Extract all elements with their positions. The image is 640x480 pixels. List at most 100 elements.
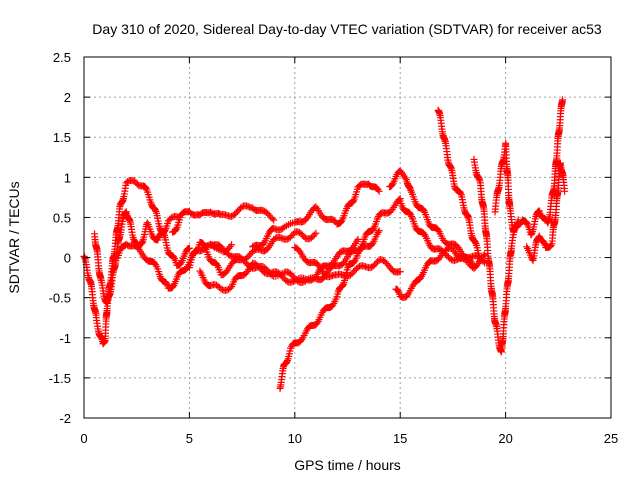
y-tick-label: 1.5 [53, 130, 71, 145]
series-arc-b [91, 208, 183, 307]
data-point [465, 260, 473, 268]
plot-frame [83, 56, 612, 419]
data-point [446, 255, 454, 263]
data-point [244, 203, 252, 211]
data-point [231, 210, 239, 218]
y-tick-label: -1 [59, 331, 71, 346]
data-points [80, 96, 569, 392]
data-point [381, 258, 389, 266]
x-tick-label: 5 [186, 431, 193, 446]
y-tick-label: 2 [64, 90, 71, 105]
x-tick-label: 10 [288, 431, 302, 446]
series-arc-l [392, 244, 478, 301]
data-point [286, 270, 294, 278]
data-point [222, 248, 230, 256]
data-point [354, 235, 362, 243]
data-point [170, 253, 178, 261]
data-point [384, 261, 392, 269]
data-point [261, 264, 269, 272]
data-point [214, 282, 222, 290]
series-arc-n [434, 106, 484, 264]
series-arc-m [396, 197, 489, 272]
data-point [407, 187, 415, 195]
data-point [228, 241, 236, 249]
data-point [523, 243, 531, 251]
data-point [294, 277, 302, 285]
data-point [288, 271, 296, 279]
data-point [270, 216, 278, 224]
data-point [443, 245, 451, 253]
data-point [244, 253, 252, 261]
data-point [453, 242, 461, 250]
data-point [434, 226, 442, 234]
data-point [283, 358, 291, 366]
data-point [561, 187, 569, 195]
data-point [351, 266, 359, 274]
x-tick-label: 25 [604, 431, 618, 446]
y-tick-label: 0.5 [53, 210, 71, 225]
data-point [271, 234, 279, 242]
x-tick-label: 20 [498, 431, 512, 446]
data-point [374, 228, 382, 236]
data-point [471, 238, 479, 246]
x-tick-label: 15 [393, 431, 407, 446]
x-tick-label: 0 [80, 431, 87, 446]
data-point [547, 241, 555, 249]
data-point [371, 261, 379, 269]
x-axis-label: GPS time / hours [294, 457, 401, 473]
data-point [394, 287, 402, 295]
data-point [313, 319, 321, 327]
data-point [259, 240, 267, 248]
data-point [172, 226, 180, 234]
y-tick-label: -0.5 [49, 291, 71, 306]
data-point [161, 227, 169, 235]
data-point [396, 268, 404, 276]
data-point [369, 262, 377, 270]
series-arc-a [80, 176, 193, 348]
data-point [559, 96, 567, 104]
data-point [243, 260, 251, 268]
data-point [143, 219, 151, 227]
series-arc-j [291, 244, 404, 281]
data-point [262, 208, 270, 216]
data-point [185, 244, 193, 252]
axis-ticks: 0 5 10 15 20 25 -2 -1.5 -1 -0.5 0 0.5 1 1.5 2 2.5 [49, 50, 619, 446]
data-point [350, 258, 358, 266]
data-point [388, 181, 396, 189]
y-tick-label: 1 [64, 170, 71, 185]
data-point [403, 292, 411, 300]
y-tick-label: -2 [59, 411, 71, 426]
data-point [164, 217, 172, 225]
data-point [264, 210, 272, 218]
data-point [312, 229, 320, 237]
data-point [268, 215, 276, 223]
data-point [286, 233, 294, 241]
data-point [238, 203, 246, 211]
data-point [339, 280, 347, 288]
data-point [375, 227, 383, 235]
data-point [225, 251, 233, 259]
data-point [297, 229, 305, 237]
data-point [417, 272, 425, 280]
series-arc-h [249, 180, 383, 251]
series-arc-d [169, 202, 278, 236]
data-point [232, 209, 240, 217]
y-axis-label: SDTVAR / TECUs [6, 181, 22, 293]
data-point [481, 251, 489, 259]
data-point [443, 252, 451, 260]
data-point [339, 282, 347, 290]
data-point [265, 269, 273, 277]
data-point [375, 187, 383, 195]
data-point [329, 301, 337, 309]
data-point [262, 265, 270, 273]
data-point [228, 212, 236, 220]
data-point [395, 196, 403, 204]
series-arc-p [491, 96, 567, 239]
data-point [476, 256, 484, 264]
data-point [457, 189, 465, 197]
data-point [167, 214, 175, 222]
data-point [142, 184, 150, 192]
data-point [350, 197, 358, 205]
data-point [242, 269, 250, 277]
